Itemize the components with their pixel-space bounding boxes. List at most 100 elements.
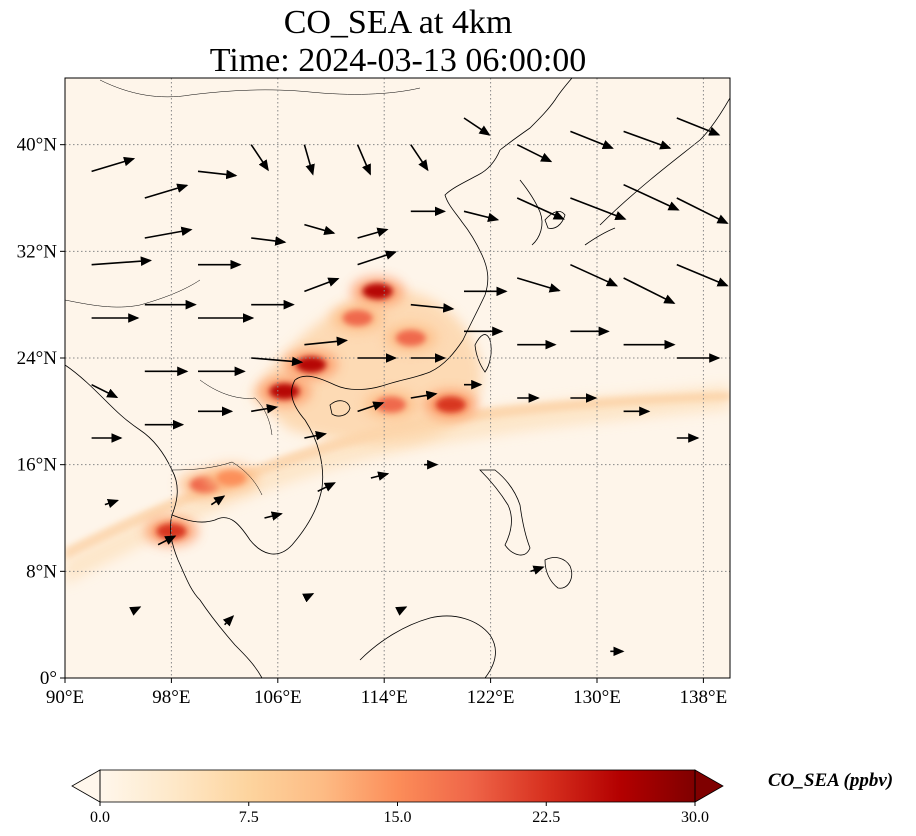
wind-arrow (144, 183, 189, 199)
wind-arrow (676, 197, 729, 224)
coastline-korea (519, 179, 543, 246)
colorbar-tick-label: 15.0 (384, 809, 412, 826)
colorbar-title: CO_SEA (ppbv) (768, 770, 894, 791)
lat-tick-label: 8°N (26, 561, 57, 582)
lat-tick-label: 16°N (17, 455, 58, 476)
wind-arrow (516, 277, 561, 293)
gridlines (65, 78, 730, 678)
border-laos-vietnam (199, 379, 273, 436)
wind-arrow (302, 593, 315, 603)
axis-ticks: 90°E 98°E 106°E 114°E 122°E 130°E 138°E 0° 8°N 16… (17, 135, 728, 708)
wind-arrow (264, 511, 283, 521)
hotspot (395, 330, 426, 346)
colorbar-extend-high (694, 769, 724, 803)
lat-tick-label: 40°N (17, 135, 58, 156)
wind-arrow (317, 482, 336, 493)
hotspot (362, 283, 393, 300)
wind-arrow (676, 263, 729, 287)
wind-arrow (570, 197, 627, 221)
wind-arrow (91, 383, 119, 398)
wind-arrow (144, 226, 193, 239)
hotspot (375, 396, 406, 413)
coastline-philippines (479, 469, 531, 556)
wind-arrow (357, 227, 389, 239)
wind-arrow (370, 471, 390, 481)
wind-arrow (210, 495, 226, 506)
wind-arrow (395, 606, 408, 616)
wind-arrow (91, 256, 152, 266)
coastlines (65, 78, 730, 678)
colorbar-gradient (100, 770, 695, 802)
coastline-north-china (499, 78, 573, 151)
wind-arrow (410, 144, 429, 172)
hotspot (296, 356, 327, 373)
wind-arrow (157, 535, 177, 546)
colorbar-tick-label: 22.5 (532, 809, 560, 826)
map-title: CO_SEA at 4km (283, 4, 513, 41)
map-frame (64, 77, 731, 679)
coastline-japan (599, 97, 730, 226)
border-himalaya (65, 279, 201, 308)
wind-arrow (463, 210, 500, 223)
lon-tick-label: 130°E (573, 687, 621, 708)
wind-arrow (463, 117, 491, 136)
wind-arrow (356, 144, 371, 176)
wind-arrow (304, 430, 327, 441)
wind-arrow (251, 403, 278, 414)
coastline-indochina-china (171, 149, 501, 555)
lat-tick-label: 24°N (17, 348, 58, 369)
coastline-kyushu (584, 227, 616, 246)
lon-tick-label: 98°E (152, 687, 190, 708)
wind-arrow (676, 117, 721, 136)
plume-band (65, 385, 730, 585)
hotspot (435, 396, 466, 413)
colorbar-extend-low (71, 769, 101, 803)
wind-arrow (570, 263, 619, 287)
wind-arrow (410, 390, 438, 401)
colorbar-ticks: 0.0 7.5 15.0 22.5 30.0 (90, 802, 709, 826)
lat-tick-label: 0° (40, 668, 57, 689)
wind-arrow (516, 143, 553, 163)
wind-arrow (104, 498, 120, 509)
wind-vector-layer (91, 117, 729, 657)
wind-arrow (303, 144, 315, 176)
wind-arrow (623, 277, 676, 304)
lon-tick-label: 122°E (467, 687, 515, 708)
wind-arrow (304, 223, 336, 236)
lon-tick-label: 90°E (46, 687, 84, 708)
colorbar: 0.0 7.5 15.0 22.5 30.0 (71, 769, 724, 826)
wind-arrow (251, 236, 287, 246)
wind-arrow (516, 197, 565, 220)
wind-arrow (530, 565, 545, 575)
lat-tick-label: 32°N (17, 241, 58, 262)
wind-arrow (304, 277, 340, 293)
hotspot (342, 310, 373, 326)
hotspot-layer (145, 277, 477, 546)
lon-tick-label: 114°E (361, 687, 408, 708)
wind-arrow (197, 169, 238, 180)
wind-arrow (91, 156, 136, 173)
wind-arrow (410, 303, 455, 313)
wind-arrow (357, 401, 385, 413)
coastline-borneo (359, 615, 496, 678)
border-thailand (171, 461, 263, 496)
lon-tick-label: 106°E (254, 687, 302, 708)
wind-arrow (304, 336, 348, 347)
wind-arrow (129, 606, 142, 616)
hotspot (269, 383, 300, 400)
wind-arrow (250, 144, 269, 172)
lon-tick-label: 138°E (680, 687, 728, 708)
colorbar-tick-label: 30.0 (681, 809, 709, 826)
wind-arrow (357, 250, 397, 266)
wind-arrow (623, 183, 680, 211)
colorbar-tick-label: 0.0 (90, 809, 110, 826)
hotspot (216, 470, 247, 486)
wind-arrow (222, 615, 235, 627)
colorbar-tick-label: 7.5 (239, 809, 259, 826)
wind-arrow (623, 130, 672, 150)
wind-arrow (251, 356, 304, 367)
wind-arrow (570, 130, 614, 150)
border-mongolia (99, 79, 421, 98)
map-subtitle: Time: 2024-03-13 06:00:00 (209, 42, 587, 79)
